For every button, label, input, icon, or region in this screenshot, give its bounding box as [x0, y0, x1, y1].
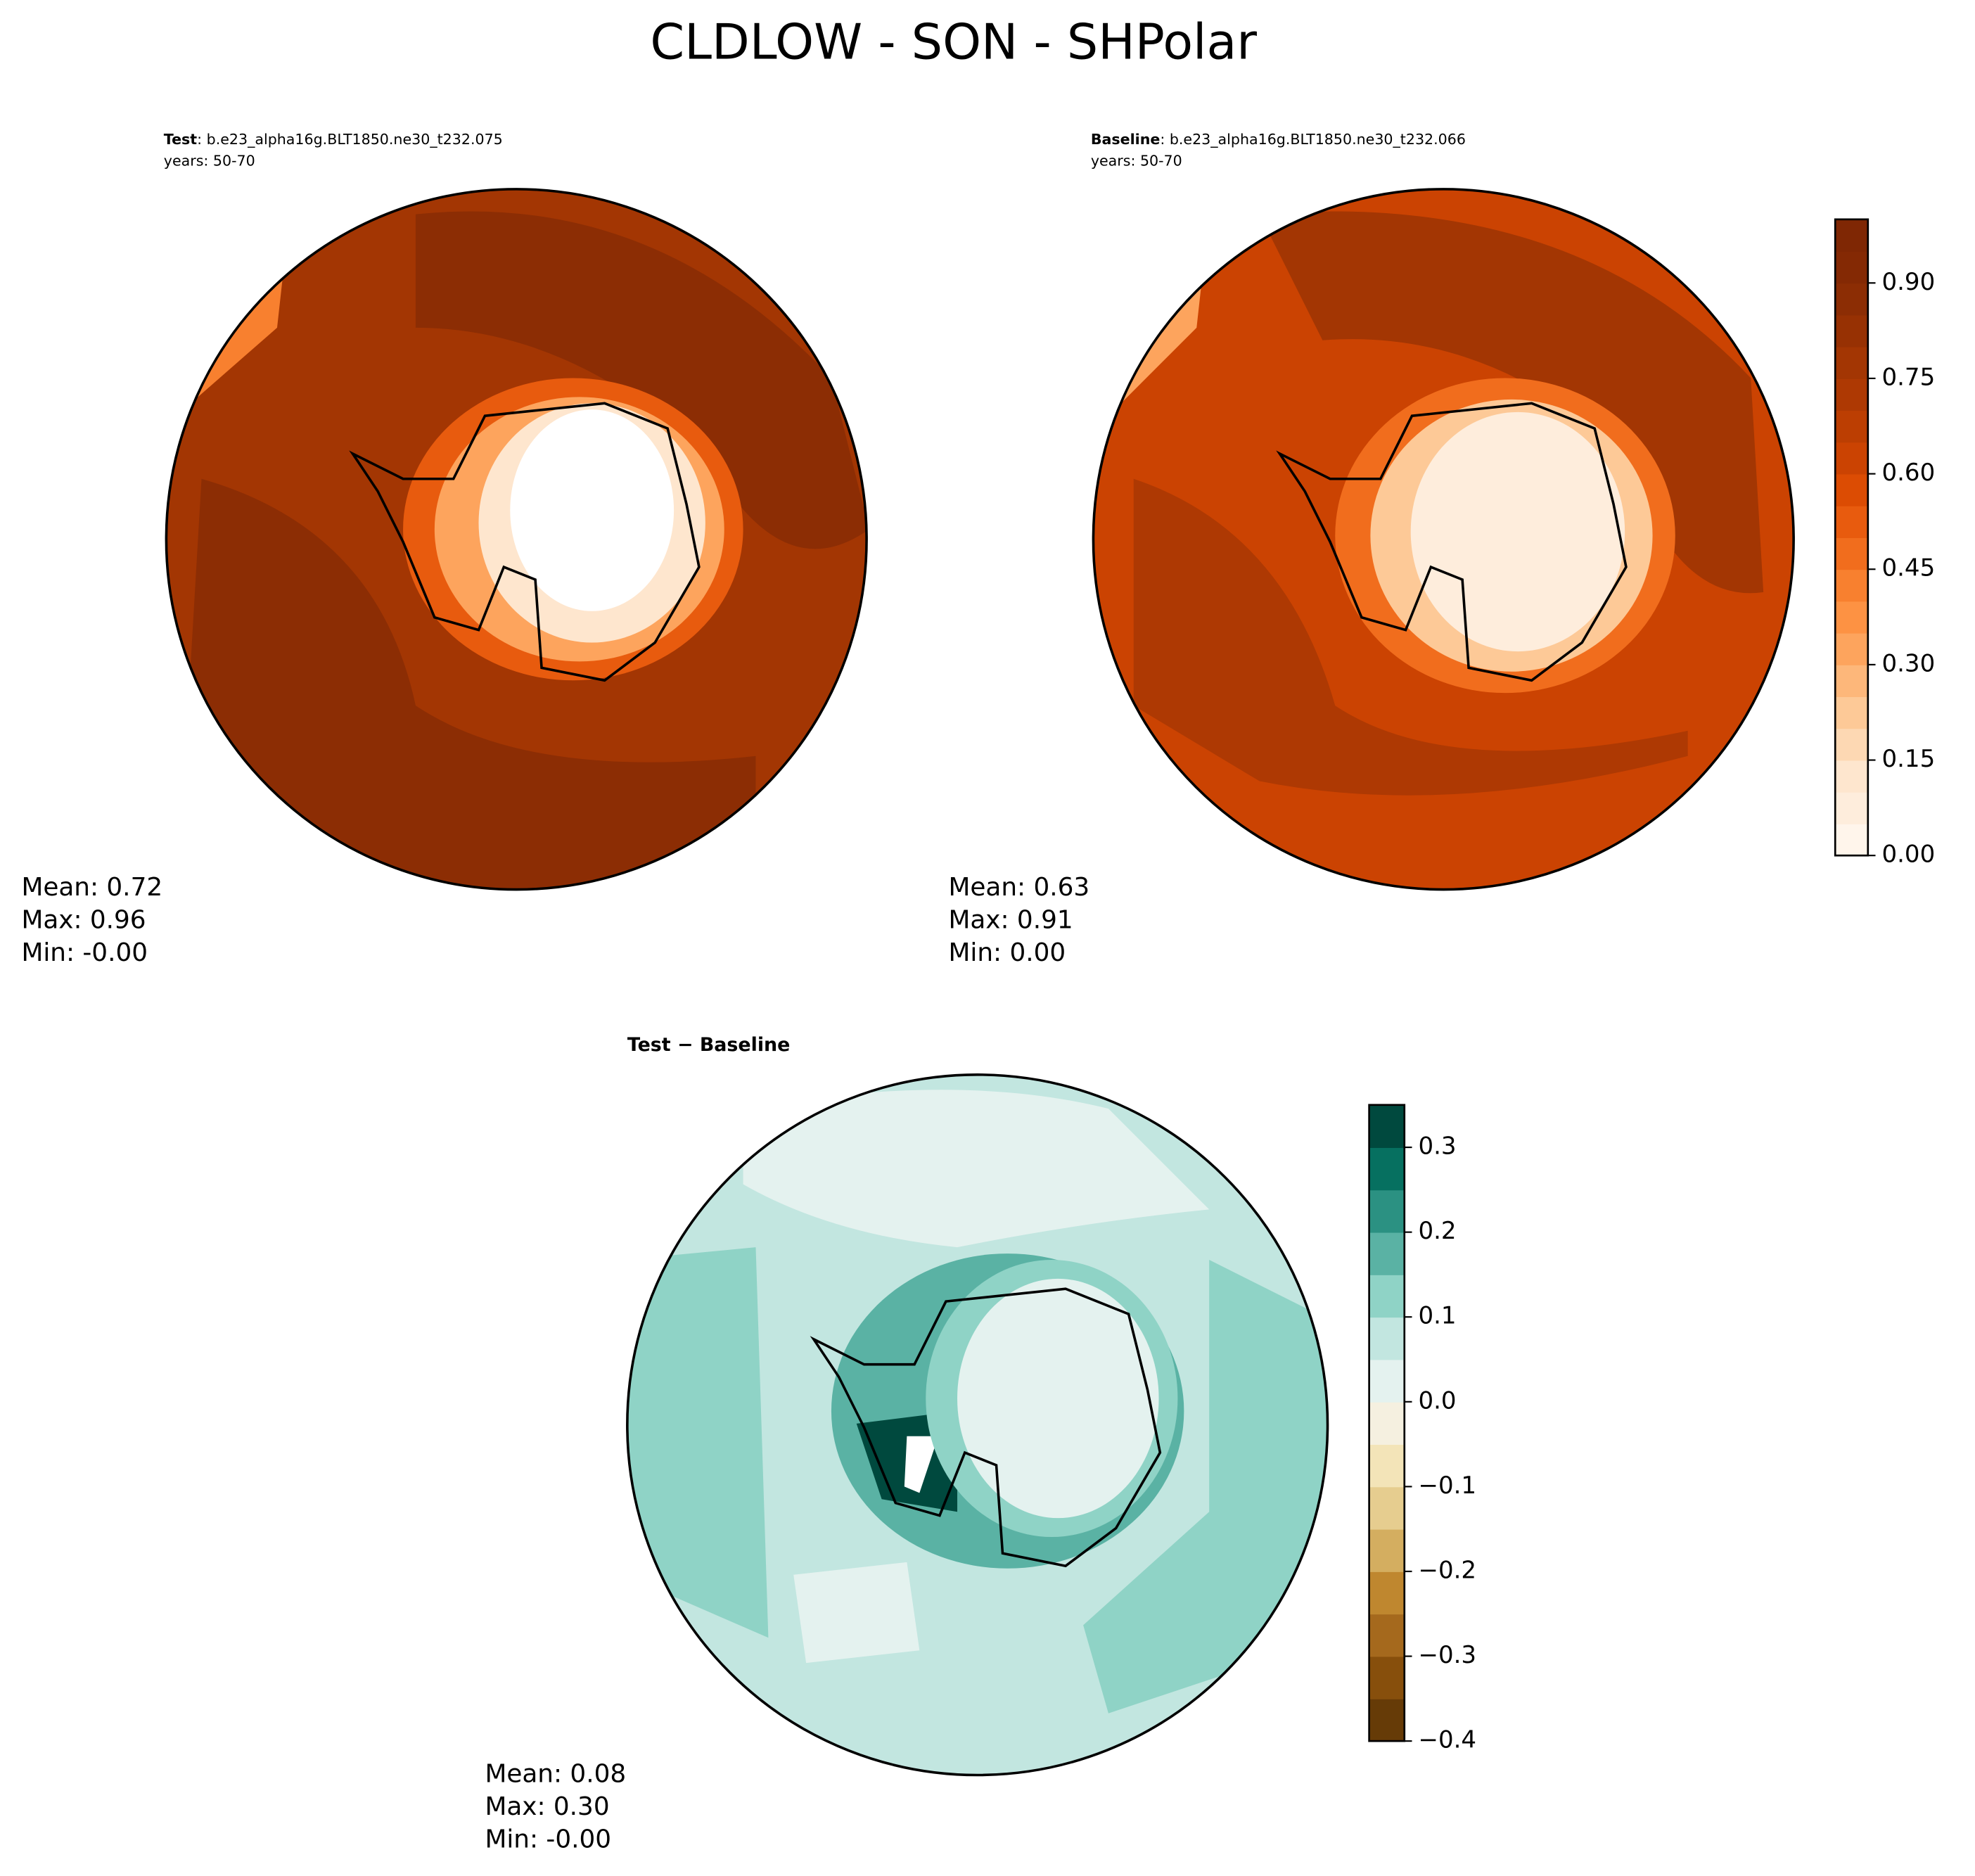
- color-band: [1835, 632, 1868, 665]
- stat: Max: 0.91: [948, 905, 1073, 934]
- label-rest: : b.e23_alpha16g.BLT1850.ne30_t232.075: [197, 131, 503, 148]
- color-band: [1835, 346, 1868, 379]
- color-band: [1369, 1274, 1405, 1318]
- color-band: [1369, 1529, 1405, 1572]
- color-band: [1369, 1656, 1405, 1699]
- map-border: [1092, 188, 1795, 891]
- color-band: [1835, 473, 1868, 506]
- tick-label: −0.2: [1418, 1556, 1476, 1584]
- panel-label: Test: b.e23_alpha16g.BLT1850.ne30_t232.0…: [164, 131, 503, 148]
- color-band: [1835, 791, 1868, 824]
- tick-label: −0.4: [1418, 1726, 1476, 1754]
- color-band: [1835, 283, 1868, 316]
- label-bold: Baseline: [1091, 131, 1161, 148]
- tick-label: 0.0: [1418, 1386, 1456, 1415]
- color-band: [1369, 1359, 1405, 1403]
- color-band: [1369, 1401, 1405, 1446]
- tick-label: 0.3: [1418, 1132, 1456, 1161]
- figure-title: CLDLOW - SON - SHPolar: [650, 14, 1257, 71]
- colorbar-frame: [1368, 1104, 1406, 1742]
- label-rest: : b.e23_alpha16g.BLT1850.ne30_t232.066: [1160, 131, 1466, 148]
- map-border: [626, 1073, 1329, 1777]
- color-band: [1835, 823, 1868, 857]
- stat: Min: -0.00: [21, 938, 148, 967]
- tick-label: −0.1: [1418, 1472, 1476, 1500]
- tick-label: 0.75: [1881, 363, 1935, 391]
- colorbar-frame: [1834, 218, 1869, 857]
- color-band: [1369, 1147, 1405, 1191]
- stat: Mean: 0.63: [948, 873, 1089, 902]
- map-baseline: [1093, 189, 1794, 890]
- tick-label: 0.45: [1881, 554, 1935, 582]
- tick-label: 0.00: [1881, 841, 1935, 869]
- color-band: [1835, 378, 1868, 411]
- stat: Min: -0.00: [485, 1825, 611, 1854]
- color-band: [1835, 760, 1868, 793]
- color-band: [1369, 1614, 1405, 1657]
- color-band: [1369, 1104, 1405, 1148]
- color-band: [1835, 601, 1868, 634]
- map-difference: [627, 1074, 1328, 1775]
- color-band: [1835, 442, 1868, 475]
- color-band: [1369, 1698, 1405, 1742]
- tick-label: 0.1: [1418, 1302, 1456, 1330]
- stat: Min: 0.00: [948, 938, 1066, 967]
- tick-label: 0.15: [1881, 745, 1935, 773]
- color-band: [1369, 1444, 1405, 1488]
- color-band: [1835, 728, 1868, 761]
- color-band: [1835, 696, 1868, 729]
- tick-label: 0.60: [1881, 459, 1935, 487]
- stat: Max: 0.30: [485, 1792, 609, 1821]
- map-border: [165, 188, 868, 891]
- coastline: [810, 1287, 1162, 1568]
- color-band: [1369, 1189, 1405, 1233]
- color-band: [1835, 251, 1868, 284]
- tick-label: −0.3: [1418, 1641, 1476, 1669]
- color-band: [1369, 1571, 1405, 1615]
- color-band: [1835, 505, 1868, 538]
- stat: Mean: 0.08: [485, 1759, 626, 1788]
- coastline: [1276, 402, 1628, 682]
- coastline: [349, 402, 701, 682]
- map-test: [166, 189, 867, 890]
- panel-years: years: 50-70: [164, 152, 255, 169]
- stat: Mean: 0.72: [21, 873, 162, 902]
- color-band: [1369, 1317, 1405, 1360]
- color-band: [1835, 219, 1868, 252]
- tick-label: 0.2: [1418, 1217, 1456, 1245]
- color-band: [1835, 410, 1868, 443]
- panel-label: Baseline: b.e23_alpha16g.BLT1850.ne30_t2…: [1091, 131, 1466, 148]
- color-band: [1835, 314, 1868, 347]
- panel-years: years: 50-70: [1091, 152, 1182, 169]
- color-band: [1835, 664, 1868, 698]
- stat: Max: 0.96: [21, 905, 146, 934]
- color-band: [1835, 569, 1868, 602]
- label-bold: Test: [164, 131, 198, 148]
- color-band: [1369, 1232, 1405, 1275]
- color-band: [1369, 1486, 1405, 1530]
- panel-label: Test − Baseline: [627, 1034, 791, 1056]
- tick-label: 0.90: [1881, 268, 1935, 296]
- tick-label: 0.30: [1881, 649, 1935, 677]
- color-band: [1835, 537, 1868, 570]
